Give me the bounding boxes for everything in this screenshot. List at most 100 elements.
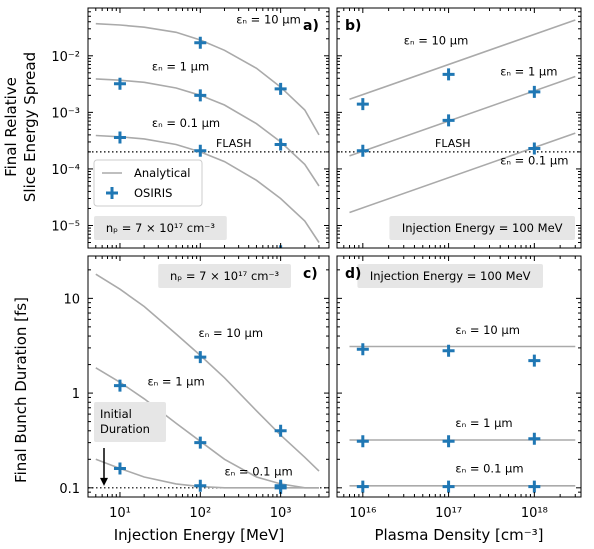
initial-duration-text: Duration [100,422,150,436]
analytical-curve [95,22,320,136]
plot-area-c [88,273,329,494]
panel-c: εₙ = 10 μm εₙ = 1 μm εₙ = 0.1 μm nₚ = 7 × 1… [59,255,330,521]
ylabel-top-line1: Final Relative [2,77,20,177]
osiris-point [356,480,369,493]
osiris-point [528,85,541,98]
panel-label-c: c) [303,266,318,282]
annotation-box [158,264,291,288]
xlabel-right: Plasma Density [cm⁻³] [374,526,543,544]
analytical-curve [349,132,576,214]
ylabel-top-line2: Slice Energy Spread [21,52,39,202]
curve-label: εₙ = 10 μm [236,13,301,27]
osiris-point [274,424,287,437]
osiris-point [356,98,369,111]
ylabel-bottom: Final Bunch Duration [fs] [12,297,30,483]
osiris-point [113,131,126,144]
osiris-point [528,354,541,367]
osiris-point [442,480,455,493]
x-tick-label: 10¹ [109,506,131,521]
annotation-box-text: nₚ = 7 × 10¹⁷ cm⁻³ [106,221,216,235]
y-tick-label: 1 [72,387,80,402]
reference-line-label: FLASH [435,137,471,150]
osiris-point [442,344,455,357]
curve-label: εₙ = 1 μm [500,64,557,78]
panel-label-d: d) [345,266,361,282]
plot-area-b [337,19,581,214]
osiris-point [356,343,369,356]
y-tick-label: 0.1 [59,482,80,497]
legend-box [93,159,203,207]
osiris-point [274,138,287,151]
curve-label: εₙ = 0.1 μm [224,464,292,478]
y-tick-label: 10⁻⁵ [51,219,80,234]
osiris-point [528,142,541,155]
reference-line-label: FLASH [216,137,252,150]
osiris-point [194,351,207,364]
panel-label-b: b) [345,18,361,34]
legend-label-analytical: Analytical [134,166,190,180]
x-tick-label: 10¹⁸ [521,506,548,521]
y-tick-label: 10⁻² [51,50,80,65]
osiris-point [442,114,455,127]
osiris-point [194,144,207,157]
initial-duration-box [94,402,166,442]
x-tick-label: 10¹⁶ [349,506,376,521]
osiris-point [194,89,207,102]
curve-label: εₙ = 0.1 μm [500,153,568,167]
osiris-point [274,481,287,494]
x-tick-label: 10² [189,506,211,521]
annotation-box-text: nₚ = 7 × 10¹⁷ cm⁻³ [170,269,280,283]
analytical-curve [95,367,319,489]
xlabel-left: Injection Energy [MeV] [114,526,285,544]
curve-label: εₙ = 0.1 μm [152,116,220,130]
panel-b: FLASH εₙ = 10 μm εₙ = 1 μm εₙ = 0.1 μm Injec… [336,7,582,249]
curve-label: εₙ = 0.1 μm [455,462,523,476]
panel-d: εₙ = 10 μm εₙ = 1 μm εₙ = 0.1 μm Injection … [336,255,582,521]
plot-area-d [349,343,576,493]
plot-area-a [88,22,329,248]
annotation-box [94,216,227,240]
x-tick-label: 10¹⁷ [435,506,462,521]
analytical-curve [95,134,320,243]
analytical-curve [349,19,576,101]
legend-marker-osiris [106,187,118,199]
legend-label-osiris: OSIRIS [134,186,172,200]
osiris-point [442,435,455,448]
osiris-point [442,68,455,81]
y-tick-label: 10⁻³ [51,106,80,121]
osiris-point [356,435,369,448]
analytical-curve [95,78,320,187]
panels: FLASH εₙ = 10 μm εₙ = 1 μm εₙ = 0.1 μm nₚ = … [51,7,582,521]
panel-a: FLASH εₙ = 10 μm εₙ = 1 μm εₙ = 0.1 μm nₚ = … [51,7,330,249]
osiris-point [194,436,207,449]
annotation-box-text: Injection Energy = 100 MeV [402,221,563,235]
y-tick-label: 10 [63,292,80,307]
y-tick-label: 10⁻⁴ [51,163,80,178]
initial-duration-text: Initial [100,407,132,421]
axes-frame [336,255,582,498]
osiris-point [113,77,126,90]
axes-frame [87,7,330,249]
osiris-point [194,479,207,492]
osiris-point [113,379,126,392]
analytical-curve [349,75,576,157]
analytical-curve [95,273,320,472]
annotation-box [357,264,543,288]
osiris-point [356,144,369,157]
arrow-head [100,477,108,486]
axes-frame [336,7,582,249]
curve-label: εₙ = 1 μm [152,59,209,73]
osiris-point [194,36,207,49]
osiris-point [113,462,126,475]
osiris-point [528,480,541,493]
axes-frame [87,255,330,498]
curve-label: εₙ = 1 μm [147,375,204,389]
curve-label: εₙ = 1 μm [455,416,512,430]
annotation-box-text: Injection Energy = 100 MeV [370,269,531,283]
analytical-curve [95,458,319,489]
annotation-box [389,216,575,240]
curve-label: εₙ = 10 μm [199,326,264,340]
curve-label: εₙ = 10 μm [404,33,469,47]
curve-label: εₙ = 10 μm [455,323,520,337]
